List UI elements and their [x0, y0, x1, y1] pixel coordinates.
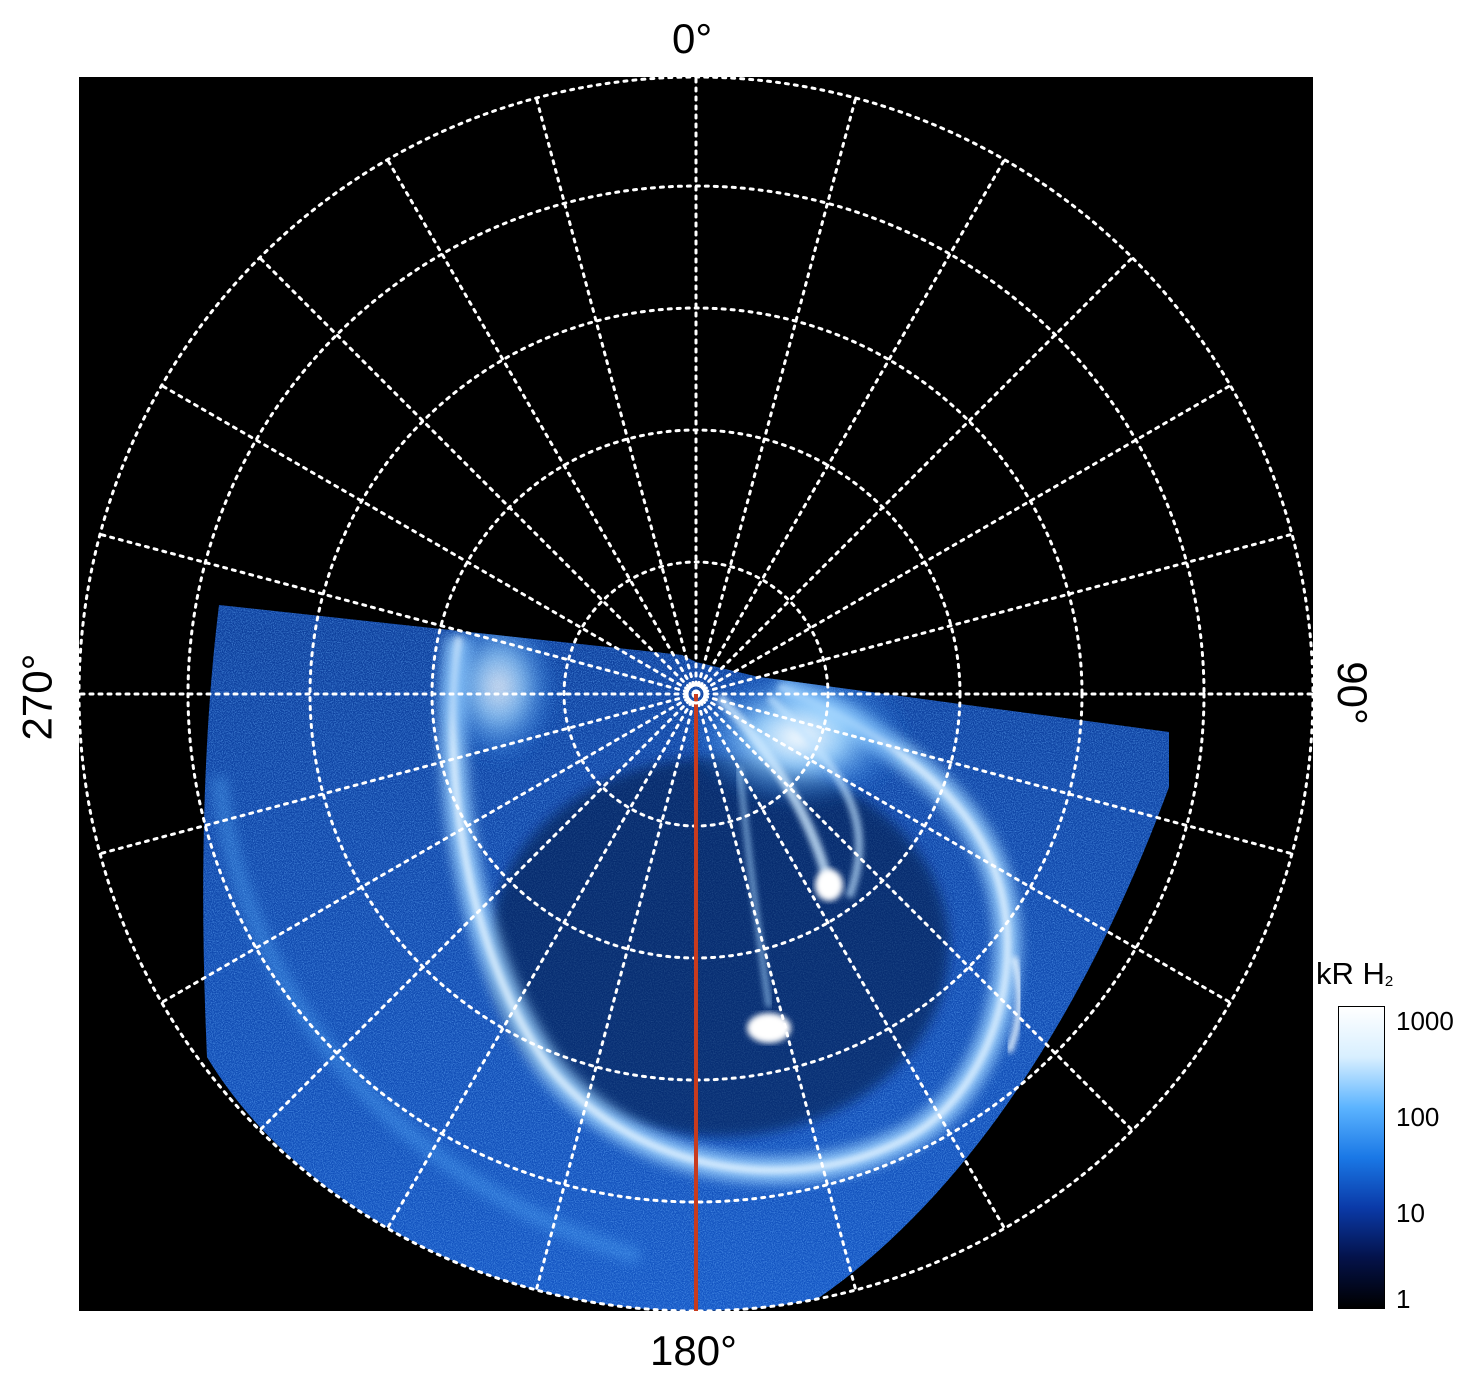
projection-svg — [79, 77, 1313, 1311]
longitude-line — [694, 692, 1294, 856]
colorbar-tick-100: 100 — [1396, 1102, 1440, 1132]
longitude-line — [160, 692, 698, 1004]
longitude-line — [160, 384, 698, 696]
colorbar-unit: kR H2 — [1316, 956, 1394, 991]
label-0-deg: 0° — [672, 15, 713, 62]
longitude-line — [694, 532, 1294, 696]
colorbar-tick-1000: 1000 — [1396, 1006, 1454, 1036]
longitude-line — [694, 692, 1134, 1132]
longitude-line — [534, 692, 698, 1292]
longitude-line — [534, 96, 698, 696]
label-90-deg: 90° — [1328, 661, 1376, 725]
longitude-line — [386, 692, 698, 1230]
longitude-line — [98, 692, 698, 856]
polar-projection-image — [79, 77, 1313, 1311]
colorbar — [1338, 1006, 1385, 1309]
longitude-line — [694, 96, 858, 696]
longitude-line — [258, 256, 698, 696]
colorbar-tick-10: 10 — [1396, 1198, 1425, 1228]
graticule — [79, 77, 1313, 1311]
longitude-line — [98, 532, 698, 696]
longitude-line — [258, 692, 698, 1132]
longitude-line — [386, 158, 698, 696]
label-270-deg: 270° — [13, 653, 61, 741]
longitude-line — [694, 692, 858, 1292]
longitude-line — [694, 692, 1006, 1230]
longitude-line — [694, 692, 1232, 1004]
longitude-line — [694, 256, 1134, 696]
longitude-line — [694, 158, 1006, 696]
longitude-line — [694, 384, 1232, 696]
pole-marker — [685, 683, 707, 705]
colorbar-tick-1: 1 — [1396, 1284, 1411, 1314]
label-180-deg: 180° — [650, 1327, 737, 1374]
